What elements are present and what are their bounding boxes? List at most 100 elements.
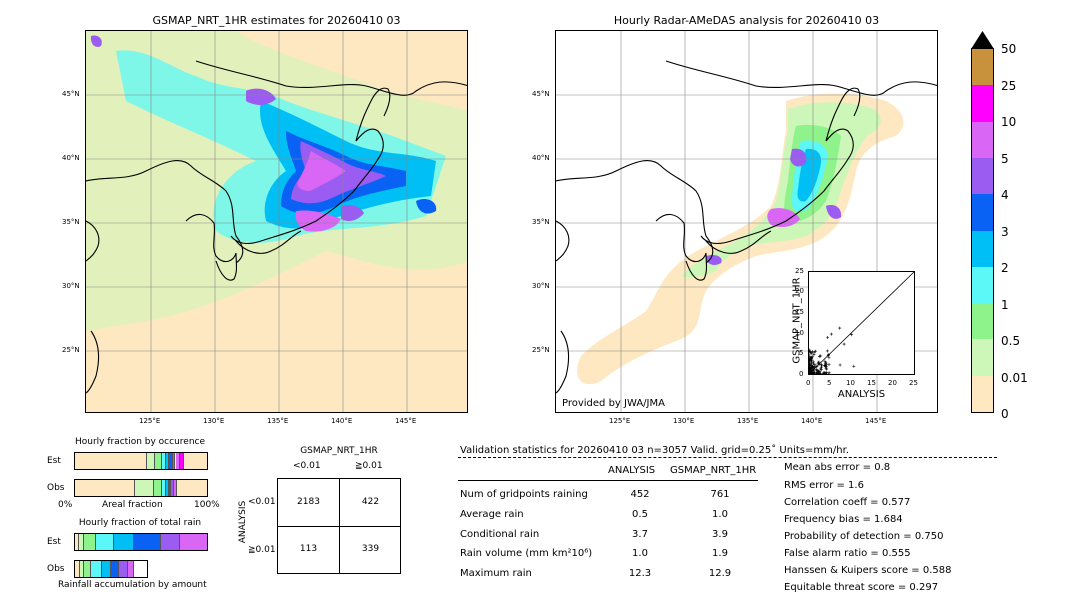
contingency-title: GSMAP_NRT_1HR xyxy=(300,446,378,456)
total-rain-est-bar xyxy=(74,533,208,551)
contingency-cell-3: 113 xyxy=(299,544,318,554)
occurrence-axis-right: 100% xyxy=(194,500,220,510)
colorbar-label-2: 2 xyxy=(1001,261,1009,275)
left-map-grid xyxy=(86,31,467,412)
scatter-point xyxy=(809,351,813,355)
left-lat-25: 25°N xyxy=(62,346,80,354)
left-lon-135: 135°E xyxy=(267,417,289,425)
fraction-segment xyxy=(75,453,148,469)
right-map-credit: Provided by JWA/JMA xyxy=(562,398,665,409)
fraction-segment xyxy=(166,480,169,496)
validation-row-analysis: 452 xyxy=(630,489,650,500)
validation-row-label: Rain volume (mm km²10⁶) xyxy=(460,548,593,559)
colorbar-segment xyxy=(972,49,993,86)
left-lat-45: 45°N xyxy=(62,90,80,98)
colorbar-label-5: 5 xyxy=(1001,152,1009,166)
validation-row-label: Average rain xyxy=(460,509,524,520)
fraction-segment xyxy=(91,561,102,577)
validation-row-label: Num of gridpoints raining xyxy=(460,489,588,500)
fraction-segment xyxy=(175,453,180,469)
fraction-segment xyxy=(147,453,156,469)
colorbar-label-4: 4 xyxy=(1001,188,1009,202)
fraction-segment xyxy=(80,561,84,577)
fraction-segment xyxy=(96,534,114,550)
contingency-cell-1: 2183 xyxy=(297,497,320,507)
scatter-xtick-10: 10 xyxy=(846,379,855,387)
fraction-segment xyxy=(168,453,173,469)
validation-row-analysis: 12.3 xyxy=(628,568,652,579)
colorbar-label-10: 10 xyxy=(1001,115,1017,129)
validation-row-gsmap: 12.9 xyxy=(708,568,732,579)
scatter-xlabel: ANALYSIS xyxy=(837,389,886,400)
scatter-point xyxy=(810,357,814,361)
fraction-segment xyxy=(75,534,80,550)
fraction-segment xyxy=(101,561,111,577)
right-map-title: Hourly Radar-AMeDAS analysis for 2026041… xyxy=(613,14,880,27)
scatter-point xyxy=(838,363,842,367)
colorbar-segment xyxy=(972,121,993,159)
fraction-segment xyxy=(160,534,180,550)
right-map-coastline xyxy=(556,60,937,394)
scatter-point xyxy=(850,333,854,337)
right-lon-130: 130°E xyxy=(673,417,695,425)
fraction-segment xyxy=(162,480,167,496)
contingency-cell-4: 339 xyxy=(361,544,380,554)
scatter-xtick-0: 0 xyxy=(806,379,811,387)
contingency-row-2: ≧0.01 xyxy=(248,545,276,555)
scatter-point xyxy=(827,363,831,367)
validation-row-analysis: 0.5 xyxy=(632,509,648,520)
total-rain-obs-bar xyxy=(74,560,148,578)
left-map-canvas xyxy=(86,31,467,412)
scatter-ytick-25: 25 xyxy=(795,267,804,275)
colorbar xyxy=(971,48,994,413)
fraction-segment xyxy=(162,453,167,469)
colorbar-segment xyxy=(972,339,993,377)
fraction-segment xyxy=(83,561,92,577)
scatter-ylabel: GSMAP_NRT_1HR xyxy=(791,277,803,364)
right-map-canvas xyxy=(556,31,937,412)
scatter-point xyxy=(817,362,821,366)
colorbar-segment xyxy=(972,266,993,304)
colorbar-segment xyxy=(972,230,993,268)
fraction-segment xyxy=(172,453,176,469)
right-lon-125: 125°E xyxy=(609,417,631,425)
scatter-point xyxy=(809,362,813,366)
right-rain-field xyxy=(577,93,904,385)
scatter-point xyxy=(827,356,831,360)
scatter-xtick-25: 25 xyxy=(909,379,918,387)
validation-row-analysis: 1.0 xyxy=(632,548,648,559)
validation-table-rule xyxy=(458,480,758,481)
colorbar-label-0: 0 xyxy=(1001,407,1009,421)
scatter-point xyxy=(811,367,815,371)
scatter-point xyxy=(811,365,815,369)
contingency-col-1: <0.01 xyxy=(293,461,321,471)
fraction-segment xyxy=(179,453,184,469)
contingency-table: 2183 422 113 339 xyxy=(277,478,401,574)
occurrence-axis-mid: Areal fraction xyxy=(102,500,163,510)
left-lon-145: 145°E xyxy=(395,417,417,425)
fraction-segment xyxy=(127,561,135,577)
score-rms: RMS error = 1.6 xyxy=(784,480,864,491)
scatter-point xyxy=(819,363,823,367)
left-lon-130: 130°E xyxy=(203,417,225,425)
scatter-point xyxy=(825,349,829,353)
scatter-point xyxy=(811,368,815,372)
left-lat-35: 35°N xyxy=(62,218,80,226)
fraction-segment xyxy=(79,534,85,550)
left-map-coastline xyxy=(86,60,467,394)
total-rain-est-label: Est xyxy=(47,537,61,547)
validation-row-analysis: 3.7 xyxy=(632,529,648,540)
right-lon-145: 145°E xyxy=(865,417,887,425)
left-lat-40: 40°N xyxy=(62,154,80,162)
fraction-segment xyxy=(154,480,163,496)
fraction-segment xyxy=(155,453,163,469)
colorbar-extend-arrow xyxy=(971,31,994,49)
left-map-title: GSMAP_NRT_1HR estimates for 20260410 03 xyxy=(152,14,401,27)
colorbar-segment xyxy=(972,157,993,195)
validation-row-gsmap: 1.9 xyxy=(712,548,728,559)
scatter-point xyxy=(838,326,842,330)
colorbar-segment xyxy=(972,375,993,413)
scatter-point xyxy=(810,360,814,364)
occurrence-est-label: Est xyxy=(47,456,61,466)
score-mae: Mean abs error = 0.8 xyxy=(784,462,891,473)
